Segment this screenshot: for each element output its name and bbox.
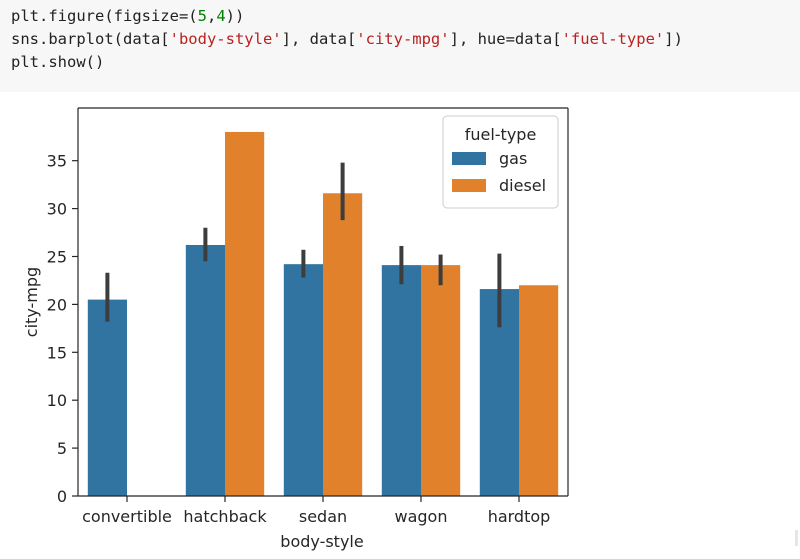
code-token: 5 xyxy=(197,7,207,25)
code-token: 'fuel-type' xyxy=(561,30,665,48)
bar-gas xyxy=(185,244,225,496)
y-tick-label: 5 xyxy=(57,439,67,458)
code-token: plt.figure(figsize=( xyxy=(11,7,198,25)
code-token: sns.barplot(data[ xyxy=(11,30,170,48)
legend-label-diesel: diesel xyxy=(499,176,546,195)
x-tick-label: hatchback xyxy=(183,507,267,526)
cell-output: 0 5 10 15 20 25 30 35 convertible hatchback sedan w… xyxy=(0,92,800,554)
x-tick-label: sedan xyxy=(299,507,347,526)
bar-diesel xyxy=(225,131,265,496)
bar-diesel xyxy=(323,193,363,496)
x-tick-label: wagon xyxy=(395,507,448,526)
legend-swatch-diesel xyxy=(452,179,486,192)
code-cell[interactable]: plt.figure(figsize=(5,4)) sns.barplot(da… xyxy=(0,0,800,92)
y-tick-label: 35 xyxy=(47,152,67,171)
code-token: ], hue=data[ xyxy=(449,30,562,48)
bar-gas xyxy=(381,265,421,496)
code-token: 'body-style' xyxy=(169,30,282,48)
legend-title: fuel-type xyxy=(465,125,537,144)
y-axis-label: city-mpg xyxy=(22,267,41,337)
code-token: plt.show() xyxy=(11,53,105,71)
x-tick-label: convertible xyxy=(82,507,172,526)
bar-gas xyxy=(283,264,323,496)
y-tick-label: 20 xyxy=(47,295,67,314)
code-token: ]) xyxy=(664,30,683,48)
bar-diesel xyxy=(421,265,461,496)
code-line-2: sns.barplot(data['body-style'], data['ci… xyxy=(11,28,800,51)
code-line-3: plt.show() xyxy=(11,51,800,74)
bar-diesel xyxy=(519,285,559,496)
y-tick-label: 25 xyxy=(47,247,67,266)
bar-chart: 0 5 10 15 20 25 30 35 convertible hatchback sedan w… xyxy=(22,107,569,551)
code-line-1: plt.figure(figsize=(5,4)) xyxy=(11,5,800,28)
y-tick-label: 10 xyxy=(47,391,67,410)
legend-label-gas: gas xyxy=(499,149,527,168)
x-tick-label: hardtop xyxy=(488,507,551,526)
scrollbar-thumb[interactable] xyxy=(795,530,798,546)
y-tick-label: 0 xyxy=(57,487,67,506)
legend-swatch-gas xyxy=(452,152,486,165)
code-token: , xyxy=(206,7,217,25)
code-token: 'city-mpg' xyxy=(356,30,450,48)
code-token: ], data[ xyxy=(281,30,357,48)
code-token: )) xyxy=(225,7,245,25)
y-tick-label: 30 xyxy=(47,200,67,219)
y-tick-label: 15 xyxy=(47,343,67,362)
code-token: 4 xyxy=(216,7,226,25)
bar-gas xyxy=(87,299,127,496)
x-axis-label: body-style xyxy=(280,532,363,551)
